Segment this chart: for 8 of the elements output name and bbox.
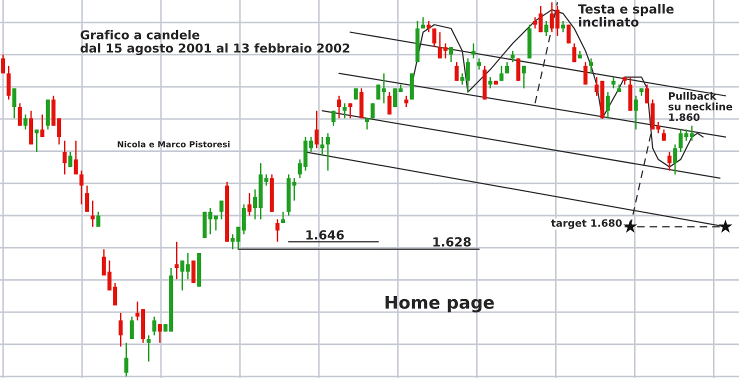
annotation: target 1.680 — [551, 219, 622, 229]
annotation: 1.646 — [306, 230, 344, 240]
annotation: Pullback su neckline 1.860 — [668, 92, 732, 122]
annotation: Nicola e Marco Pistoresi — [118, 140, 230, 148]
annotation: Home page — [386, 296, 494, 312]
text: Grafico a candele dal 15 agosto 2001 al 13 febbraio 2002 — [80, 30, 350, 56]
annotation: 1.628 — [433, 237, 471, 247]
annotation: Testa e spalle inclinato — [578, 4, 674, 27]
